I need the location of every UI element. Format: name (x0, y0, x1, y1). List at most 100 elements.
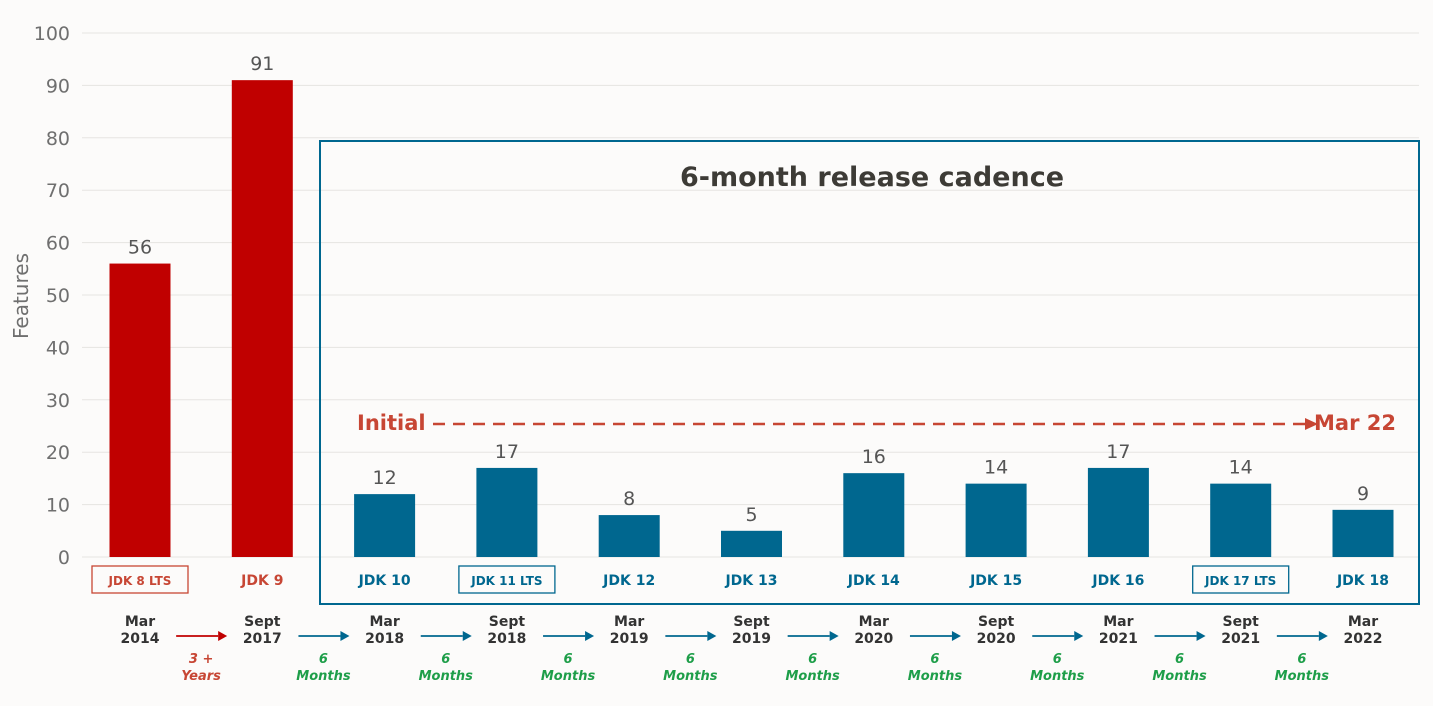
date-year: 2021 (1099, 631, 1138, 647)
release-intervals: 3 + Years 6 Months 6 Months 6 Months 6 Months 6 Mon… (176, 631, 1329, 684)
y-tick-label: 80 (46, 128, 70, 150)
category-label: JDK 14 (847, 573, 900, 589)
bar (1332, 509, 1394, 557)
date-month: Mar (614, 614, 644, 630)
date-month: Mar (1348, 614, 1378, 630)
bar-value-label: 8 (623, 488, 635, 510)
bar (843, 473, 905, 557)
bar-value-label: 5 (745, 504, 757, 526)
date-month: Mar (859, 614, 889, 630)
interval-unit: Months (908, 669, 963, 684)
interval-amount: 6 (441, 652, 450, 667)
interval-arrowhead (707, 631, 717, 641)
date-month: Sept (244, 614, 281, 630)
range-start-label: Initial (357, 411, 426, 435)
bar (965, 483, 1027, 557)
category-label: JDK 10 (358, 573, 411, 589)
y-tick-label: 50 (46, 285, 70, 307)
lts-label-box (1192, 565, 1290, 594)
bar-value-label: 14 (1229, 457, 1253, 479)
date-year: 2014 (121, 631, 160, 647)
date-month: Sept (1223, 614, 1260, 630)
y-tick-label: 20 (46, 442, 70, 464)
interval-unit: Months (785, 669, 840, 684)
interval-unit: Months (419, 669, 474, 684)
interval-unit: Years (181, 669, 221, 684)
y-axis-label: Features (9, 253, 33, 339)
release-dates: Mar2014Sept2017Mar2018Sept2018Mar2019Sep… (121, 614, 1383, 647)
bar-value-label: 16 (862, 446, 886, 468)
bar-value-label: 56 (128, 237, 152, 259)
interval-amount: 6 (686, 652, 695, 667)
date-month: Sept (489, 614, 526, 630)
interval-arrowhead (218, 631, 228, 641)
interval-unit: Months (663, 669, 718, 684)
interval-amount: 6 (564, 652, 573, 667)
interval-amount: 6 (319, 652, 328, 667)
date-month: Mar (125, 614, 155, 630)
y-axis-ticks: 0 10 20 30 40 50 60 70 80 90 100 (34, 23, 70, 569)
bar (231, 80, 293, 557)
interval-arrowhead (1196, 631, 1206, 641)
y-tick-label: 90 (46, 75, 70, 97)
date-year: 2022 (1344, 631, 1383, 647)
date-month: Mar (1103, 614, 1133, 630)
interval-unit: Months (1152, 669, 1207, 684)
interval-arrowhead (1074, 631, 1084, 641)
lts-label-box (91, 565, 189, 594)
bar (354, 494, 416, 557)
date-month: Sept (733, 614, 770, 630)
date-year: 2020 (854, 631, 893, 647)
cadence-title: 6-month release cadence (680, 162, 1064, 193)
category-label: JDK 15 (969, 573, 1022, 589)
interval-arrowhead (829, 631, 839, 641)
category-label: JDK 18 (1336, 573, 1389, 589)
range-end-label: Mar 22 (1314, 411, 1396, 435)
category-label: JDK 13 (724, 573, 777, 589)
category-label: JDK 16 (1091, 573, 1144, 589)
bar (1210, 483, 1272, 557)
date-year: 2021 (1221, 631, 1260, 647)
date-month: Sept (978, 614, 1015, 630)
category-label: JDK 12 (602, 573, 655, 589)
y-tick-label: 70 (46, 180, 70, 202)
x-axis-labels: JDK 8 LTS JDK 9 JDK 10 JDK 11 LTS JDK 12 JDK … (91, 565, 1389, 594)
date-year: 2017 (243, 631, 282, 647)
y-tick-label: 30 (46, 390, 70, 412)
y-tick-label: 100 (34, 23, 70, 45)
date-year: 2020 (977, 631, 1016, 647)
lts-label-box (458, 565, 556, 594)
bar-value-label: 12 (373, 467, 397, 489)
interval-arrowhead (462, 631, 472, 641)
y-tick-label: 40 (46, 337, 70, 359)
bar-value-label: 14 (984, 457, 1008, 479)
interval-arrowhead (340, 631, 350, 641)
bar (109, 263, 171, 557)
date-month: Mar (369, 614, 399, 630)
bar-value-label: 91 (250, 53, 274, 75)
bar-value-label: 17 (1106, 441, 1130, 463)
category-label: JDK 9 (240, 573, 283, 589)
grid-lines (82, 32, 1419, 558)
interval-amount: 6 (1175, 652, 1184, 667)
bars: 56 91 12 17 8 5 16 14 17 14 9 (109, 53, 1394, 557)
interval-amount: 3 + (189, 652, 213, 667)
range-arrowhead (1305, 418, 1318, 430)
y-tick-label: 10 (46, 495, 70, 517)
bar (476, 467, 538, 557)
bar (598, 515, 660, 557)
cadence-box (319, 140, 1420, 605)
category-label: JDK 8 LTS (108, 574, 172, 588)
category-label: JDK 11 LTS (470, 574, 542, 588)
y-tick-label: 60 (46, 233, 70, 255)
bar-value-label: 9 (1357, 483, 1369, 505)
y-tick-label: 0 (58, 547, 70, 569)
date-year: 2019 (610, 631, 649, 647)
interval-amount: 6 (808, 652, 817, 667)
interval-amount: 6 (1297, 652, 1306, 667)
interval-unit: Months (1030, 669, 1085, 684)
date-year: 2019 (732, 631, 771, 647)
date-year: 2018 (365, 631, 404, 647)
